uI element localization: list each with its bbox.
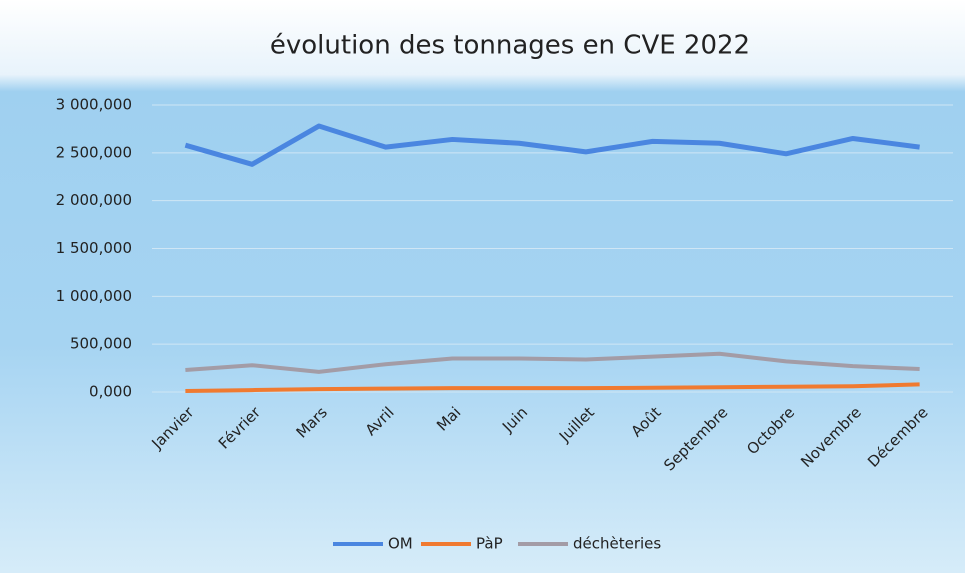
y-tick-label: 0,000 bbox=[89, 383, 132, 401]
y-tick-label: 1 500,000 bbox=[56, 239, 132, 257]
legend-label: déchèteries bbox=[573, 535, 661, 553]
y-tick-label: 500,000 bbox=[70, 335, 132, 353]
series-line bbox=[185, 382, 920, 394]
series-line bbox=[184, 123, 920, 167]
legend-label: OM bbox=[388, 535, 413, 553]
y-tick-label: 2 500,000 bbox=[56, 143, 132, 161]
series-line bbox=[185, 351, 920, 374]
y-tick-label: 2 000,000 bbox=[56, 191, 132, 209]
legend-label: PàP bbox=[476, 535, 503, 553]
y-tick-label: 3 000,000 bbox=[56, 96, 132, 114]
chart-title: évolution des tonnages en CVE 2022 bbox=[270, 31, 750, 61]
y-tick-label: 1 000,000 bbox=[56, 287, 132, 305]
